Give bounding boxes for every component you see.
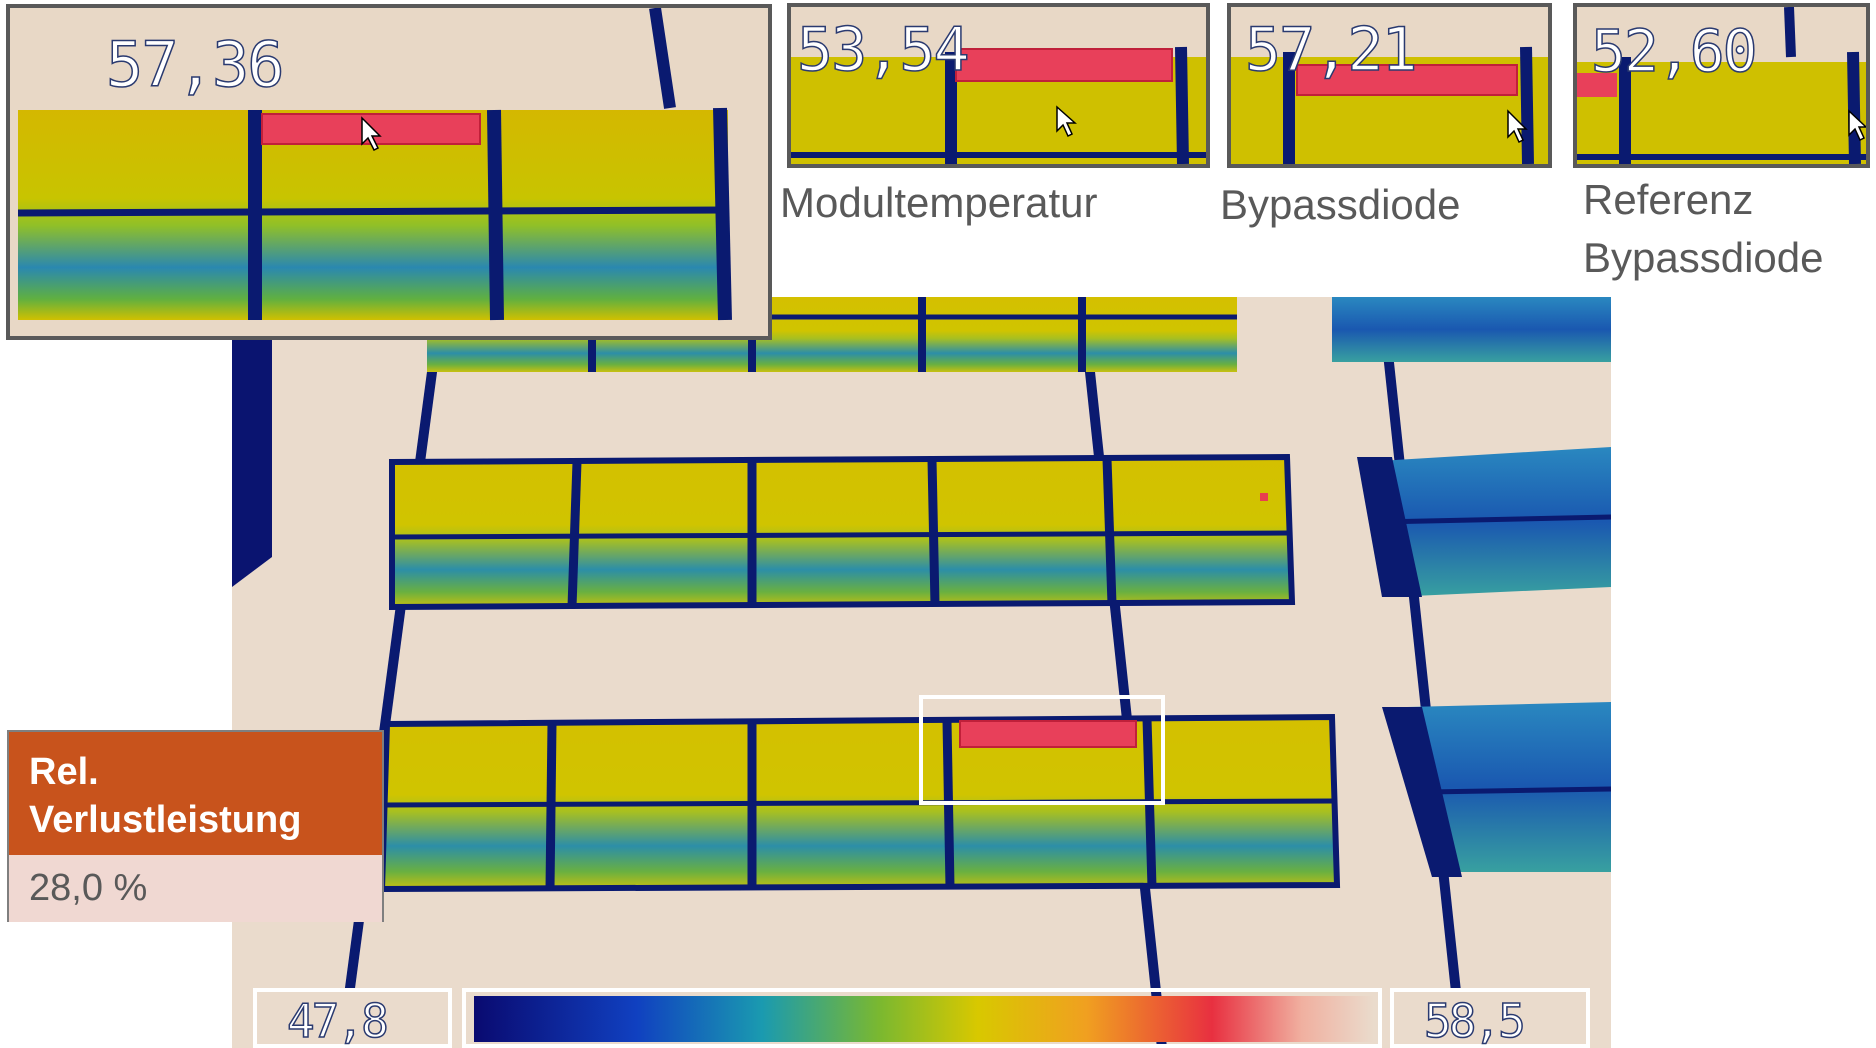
- inset-bypassdiode: 57,21: [1227, 3, 1552, 168]
- inset-modul-value: 53,54: [796, 14, 970, 86]
- inset-modul-hotspot: [955, 48, 1173, 82]
- inset-ref-hotspot: [1577, 73, 1617, 97]
- scale-min-box: 47,8: [253, 988, 452, 1048]
- inset-bypass-hotspot: [1296, 64, 1518, 96]
- panel-right-top: [1332, 297, 1611, 362]
- loss-info-box: Rel. Verlustleistung 28,0 %: [7, 730, 384, 922]
- cursor-icon: [1507, 109, 1528, 144]
- scale-bar-frame: [462, 988, 1382, 1048]
- inset-bypass-value: 57,21: [1244, 14, 1418, 86]
- caption-modultemperatur: Modultemperatur: [780, 179, 1098, 226]
- inset-modultemperatur: 53,54: [787, 3, 1210, 168]
- inset-ref-value: 52,60: [1590, 16, 1758, 86]
- scale-max-value: 58,5: [1423, 994, 1526, 1048]
- hotspot-strip: [959, 720, 1137, 748]
- inset-main: 57,36: [6, 4, 772, 340]
- color-scale-bar: [474, 996, 1374, 1042]
- cursor-icon: [1848, 109, 1866, 142]
- inset-main-value: 57,36: [105, 27, 285, 102]
- caption-referenz-line2: Bypassdiode: [1583, 234, 1824, 281]
- panel-row-3: [378, 713, 1341, 893]
- inset-main-image: [10, 8, 768, 336]
- support-rails: [337, 297, 1467, 1048]
- cursor-icon: [1056, 105, 1077, 138]
- panel-right-bottom: [1382, 702, 1611, 877]
- scale-min-value: 47,8: [286, 994, 389, 1048]
- inset-referenz: 52,60: [1573, 3, 1870, 168]
- cursor-icon: [361, 116, 382, 152]
- panel-right-mid: [1357, 447, 1611, 597]
- caption-bypassdiode: Bypassdiode: [1220, 181, 1461, 228]
- inset-bypass-image: [1231, 7, 1548, 164]
- selection-rectangle: [919, 695, 1165, 805]
- loss-value: 28,0 %: [9, 855, 382, 922]
- thermal-image: [232, 297, 1611, 1048]
- scale-max-box: 58,5: [1390, 988, 1590, 1048]
- caption-referenz-line1: Referenz: [1583, 176, 1754, 223]
- inset-modul-image: [791, 7, 1206, 164]
- panel-row-2: [389, 453, 1296, 611]
- loss-label: Rel. Verlustleistung: [9, 732, 382, 855]
- thermal-scene: [232, 297, 1611, 1048]
- left-shadow: [232, 297, 272, 587]
- inset-ref-image: [1577, 7, 1866, 164]
